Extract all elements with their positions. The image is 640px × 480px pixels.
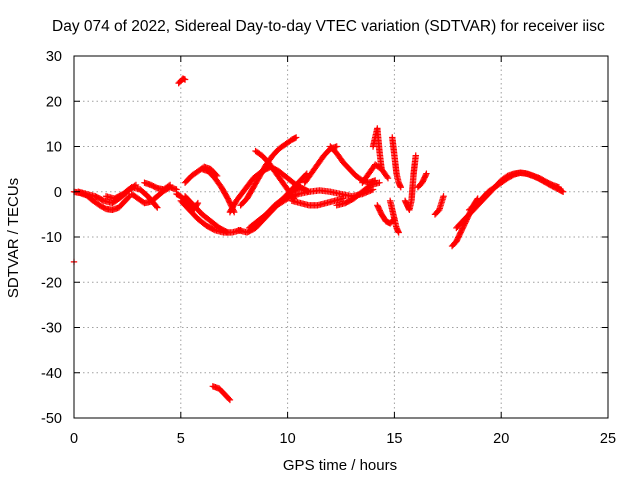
x-tick-label: 25 [600,431,616,447]
series-track-29 [414,170,430,191]
series-track-25 [374,202,398,227]
points-layer [70,75,567,404]
data-point [223,228,230,236]
x-tick-label: 10 [280,431,296,447]
x-tick-label: 5 [177,431,185,447]
series-track-22 [333,179,383,209]
data-point [384,174,392,182]
data-point [412,152,419,159]
ticks-layer: 0 5 10 15 20 25 30 20 10 0 -10 -20 -30 -40 -50 [41,49,616,447]
data-point [125,194,132,201]
data-point [295,184,303,192]
series-track-21 [327,143,379,186]
series-track-24 [369,125,385,173]
series-track-07 [175,75,189,87]
y-tick-label: -40 [41,366,62,382]
data-point [226,396,234,404]
x-axis-label: GPS time / hours [283,457,397,474]
series-track-33 [465,169,563,214]
data-point [225,395,233,402]
data-point [181,76,189,83]
series-track-27 [389,134,405,191]
data-point [555,184,563,191]
y-tick-label: -20 [41,275,62,291]
data-point [423,170,430,177]
series-track-30 [431,193,447,218]
data-point [297,184,304,191]
data-point [154,204,161,211]
y-tick-label: 10 [46,140,62,156]
data-point [383,173,391,181]
series-track-05 [141,179,174,193]
y-tick-label: 20 [46,94,62,110]
series-track-03 [102,184,161,211]
chart-title: Day 074 of 2022, Sidereal Day-to-day VTE… [52,18,605,35]
data-point [194,199,202,207]
series-track-23 [359,161,392,186]
data-point [165,182,173,190]
y-tick-label: -30 [41,321,62,337]
x-tick-label: 15 [386,431,402,447]
y-tick-label: -10 [41,230,62,246]
y-tick-label: 0 [54,185,62,201]
data-point [339,195,347,202]
data-point [395,229,402,236]
series-track-15 [237,134,300,209]
data-point [292,134,300,141]
series-track-19 [288,195,347,209]
data-point [369,186,377,193]
series-track-12 [209,383,234,404]
x-tick-label: 0 [70,431,78,447]
series-track-09 [181,193,231,236]
series-track-11 [198,165,238,216]
data-point [166,181,174,189]
x-tick-label: 20 [493,431,509,447]
data-point [422,171,430,179]
data-point [378,165,385,173]
data-point [224,229,231,236]
data-point [397,184,405,191]
data-point [153,203,160,210]
series-track-26 [386,197,402,236]
data-point [333,143,340,150]
y-tick-label: 30 [46,49,62,65]
series-track-28 [401,152,419,214]
y-axis-label: SDTVAR / TECUs [5,178,22,298]
y-tick-label: -50 [41,411,62,427]
data-point [440,193,447,200]
data-point [376,179,383,186]
data-point [559,188,567,195]
